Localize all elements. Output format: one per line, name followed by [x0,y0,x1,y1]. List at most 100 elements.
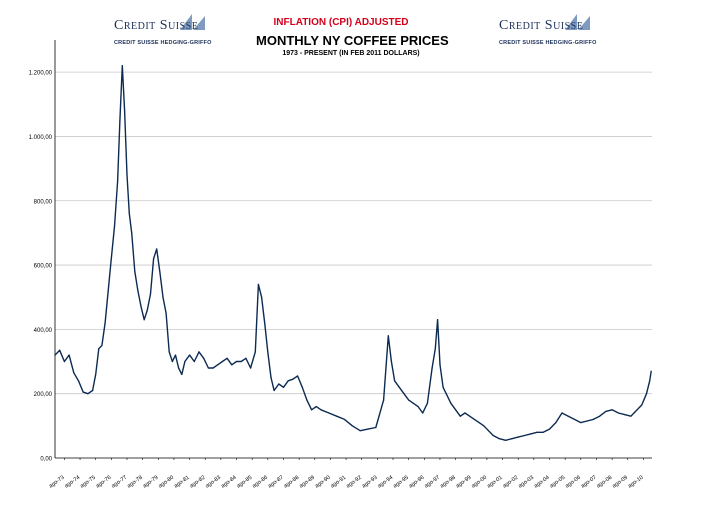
data-point [278,383,280,385]
data-point [193,360,195,363]
x-tick-label: ago-93 [361,475,378,490]
data-point [91,389,94,392]
data-point [165,312,167,314]
data-point [82,391,84,393]
x-tick-label: ago-05 [549,475,566,490]
data-point [134,270,136,273]
data-point [68,354,70,356]
data-point [511,438,513,440]
data-point [126,174,128,176]
data-point [273,389,275,392]
data-point [450,402,452,404]
x-tick-label: ago-09 [611,475,628,490]
y-tick-label: 0,00 [40,457,52,463]
data-point [617,412,619,414]
x-tick-label: ago-02 [502,475,519,490]
data-point [548,428,551,430]
data-point [282,386,285,388]
chart-title-inflation: INFLATION (CPI) ADJUSTED [273,17,409,28]
data-point [403,393,405,395]
data-point [398,386,400,388]
x-tick-label: ago-07 [580,475,597,490]
data-point [328,412,330,414]
logo-name: Credit Suisse [499,18,584,33]
data-point [159,270,161,273]
data-point [113,225,116,228]
data-point [393,380,396,382]
data-point [580,422,582,424]
x-tick-label: ago-78 [126,475,143,490]
data-point [464,412,466,414]
data-point [116,180,119,183]
data-point [641,404,643,406]
data-point [498,438,501,440]
data-point [63,360,65,363]
logo-subtitle: CREDIT SUISSE HEDGING-GRIFFO [114,40,212,46]
x-tick-label: ago-91 [330,475,347,490]
data-point [455,409,457,411]
data-point [383,399,385,401]
data-point [311,409,313,411]
x-tick-label: ago-98 [439,475,456,490]
data-point [487,430,490,432]
sails-icon [180,14,205,30]
data-point [98,348,100,350]
data-point [611,409,613,411]
data-point [315,405,317,408]
y-tick-label: 200,00 [34,392,53,398]
data-point [437,319,439,321]
x-tick-label: ago-77 [111,475,128,490]
data-point [630,415,632,417]
data-point [119,119,121,121]
data-point [203,357,205,359]
data-point [73,372,75,374]
data-point [439,364,441,366]
data-point [586,420,588,422]
x-tick-label: ago-84 [220,475,237,490]
data-point [442,386,444,388]
data-point [124,110,126,112]
data-point [431,367,433,369]
x-tick-label: ago-86 [251,475,268,490]
data-point [137,290,139,292]
data-point [254,351,256,353]
data-point [198,351,200,353]
data-point [649,380,651,382]
data-point [296,375,299,377]
data-point [306,399,308,401]
data-point [178,367,180,369]
x-tick-label: ago-80 [158,475,175,490]
x-tick-label: ago-99 [455,475,472,490]
data-point [561,412,563,414]
data-point [336,415,338,417]
data-point [140,306,142,308]
data-point [567,415,569,417]
data-point [445,393,447,395]
x-tick-label: ago-00 [471,475,488,490]
data-point [636,409,638,411]
data-point [267,351,269,353]
credit-suisse-logo-right: Credit Suisse CREDIT SUISSE HEDGING-GRIF… [485,10,635,54]
x-tick-label: ago-96 [408,475,425,490]
data-point [530,433,532,435]
data-point [54,354,56,356]
x-tick-label: ago-90 [314,475,331,490]
logo-name: Credit Suisse [114,18,199,33]
data-point [235,360,238,363]
data-point [390,360,393,363]
data-point [434,348,436,350]
data-point [351,425,353,427]
data-point [542,431,544,433]
data-point [343,418,346,421]
data-point [426,402,429,404]
data-point [245,357,247,359]
logo-subtitle: CREDIT SUISSE HEDGING-GRIFFO [499,40,597,46]
y-tick-label: 800,00 [34,199,53,205]
data-point [207,367,209,369]
data-point [645,393,648,395]
data-point [605,410,607,412]
x-tick-label: ago-06 [564,475,581,490]
data-point [469,415,471,417]
data-point [162,296,164,298]
